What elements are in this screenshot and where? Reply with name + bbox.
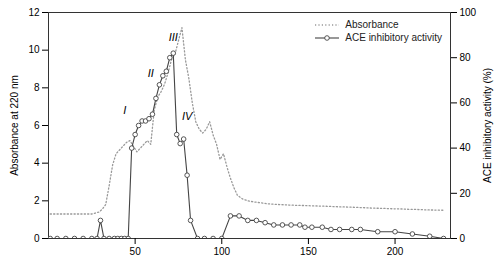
svg-text:10: 10 [28, 44, 40, 55]
svg-text:Absorbance at 220 nm: Absorbance at 220 nm [9, 75, 20, 176]
svg-text:III: III [169, 31, 178, 43]
svg-text:I: I [123, 104, 126, 116]
svg-text:4: 4 [34, 157, 40, 168]
svg-text:80: 80 [460, 52, 472, 63]
svg-text:6: 6 [34, 120, 40, 131]
svg-text:100: 100 [460, 7, 477, 18]
html-text:Absorbance: Absorbance [345, 19, 399, 30]
svg-text:2: 2 [34, 195, 40, 206]
svg-text:0: 0 [34, 233, 40, 244]
svg-text:ACE inhibitory activity (%): ACE inhibitory activity (%) [482, 68, 493, 183]
svg-text:40: 40 [460, 142, 472, 153]
svg-text:0: 0 [460, 233, 466, 244]
svg-text:150: 150 [300, 246, 317, 257]
html-text:ACE inhibitory activity: ACE inhibitory activity [345, 32, 442, 43]
svg-text:8: 8 [34, 82, 40, 93]
svg-text:20: 20 [460, 188, 472, 199]
svg-text:100: 100 [213, 246, 230, 257]
svg-text:II: II [148, 67, 154, 79]
svg-text:50: 50 [130, 246, 142, 257]
svg-text:IV: IV [182, 110, 194, 122]
svg-text:200: 200 [387, 246, 404, 257]
svg-text:60: 60 [460, 97, 472, 108]
svg-text:12: 12 [28, 7, 40, 18]
